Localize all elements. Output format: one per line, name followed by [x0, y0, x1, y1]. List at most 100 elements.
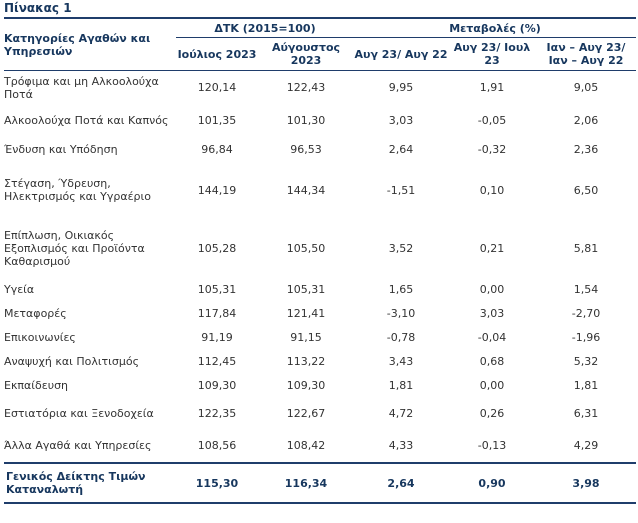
row-yoy-change: 3,03 — [388, 114, 414, 127]
row-label: Ένδυση και Υπόδηση — [4, 142, 118, 156]
total-row: Γενικός Δείκτης Τιμών Καταναλωτή 115,30 … — [4, 462, 636, 504]
row-yoy-change: 9,95 — [388, 81, 414, 94]
table-row: Τρόφιμα και μη Αλκοολούχα Ποτά 120,14 122,… — [4, 71, 636, 105]
row-ytd-change: 2,36 — [573, 142, 599, 156]
row-july-value: 112,45 — [197, 354, 237, 368]
row-label: Μεταφορές — [4, 306, 67, 320]
table-row: Εκπαίδευση 109,30 109,30 1,81 0,00 1,81 — [4, 373, 636, 397]
row-label: Στέγαση, Ύδρευση, Ηλεκτρισμός και Υγραέρ… — [4, 177, 151, 203]
row-mom-change: 0,10 — [479, 183, 505, 197]
table-row: Αλκοολούχα Ποτά και Καπνός 101,35 101,30 3,… — [4, 104, 636, 137]
row-yoy-change: -0,78 — [386, 330, 416, 344]
row-mom-change: 0,00 — [479, 282, 505, 296]
row-july-value: 122,35 — [197, 406, 237, 420]
row-ytd-change: 6,31 — [573, 406, 599, 420]
table-row: Άλλα Αγαθά και Υπηρεσίες 108,56 108,42 4,33… — [4, 429, 636, 463]
row-ytd-change: 1,81 — [573, 378, 599, 392]
row-ytd-change: 2,06 — [573, 114, 599, 127]
header-july-2023: Ιούλιος 2023 — [176, 37, 258, 71]
table-row: Αναψυχή και Πολιτισμός 112,45 113,22 3,43 0,… — [4, 349, 636, 373]
row-label: Αναψυχή και Πολιτισμός — [4, 354, 140, 368]
row-august-value: 122,67 — [286, 406, 326, 420]
row-yoy-change: -1,51 — [386, 183, 416, 197]
row-yoy-change: -3,10 — [386, 306, 416, 320]
row-yoy-change: 4,72 — [388, 406, 414, 420]
row-july-value: 108,56 — [197, 439, 237, 452]
row-july-value: 144,19 — [197, 183, 237, 197]
row-ytd-change: 1,54 — [573, 282, 599, 296]
row-yoy-change: 3,52 — [388, 241, 414, 255]
row-july-value: 105,28 — [197, 241, 237, 255]
row-label: Εστιατόρια και Ξενοδοχεία — [4, 406, 154, 420]
row-july-value: 105,31 — [197, 282, 237, 296]
row-august-value: 108,42 — [286, 439, 326, 452]
row-mom-change: -0,13 — [477, 439, 507, 452]
total-yoy: 2,64 — [354, 462, 448, 504]
row-ytd-change: 4,29 — [573, 439, 599, 452]
row-august-value: 144,34 — [286, 183, 326, 197]
row-august-value: 121,41 — [286, 306, 326, 320]
row-july-value: 91,19 — [201, 330, 233, 344]
row-august-value: 101,30 — [286, 114, 326, 127]
row-august-value: 105,50 — [286, 241, 326, 255]
row-july-value: 109,30 — [197, 378, 237, 392]
row-mom-change: 0,00 — [479, 378, 505, 392]
table-body: Τρόφιμα και μη Αλκοολούχα Ποτά 120,14 122,… — [4, 71, 636, 464]
row-july-value: 120,14 — [197, 81, 237, 94]
table-title: Πίνακας 1 — [4, 1, 72, 15]
header-group-index: ΔΤΚ (2015=100) — [176, 17, 354, 38]
row-yoy-change: 3,43 — [388, 354, 414, 368]
header-august-2023: Αύγουστος 2023 — [258, 37, 354, 71]
row-july-value: 101,35 — [197, 114, 237, 127]
row-mom-change: 0,26 — [479, 406, 505, 420]
row-yoy-change: 2,64 — [388, 142, 414, 156]
header-aug-yoy: Αυγ 23/ Αυγ 22 — [354, 37, 448, 71]
header-ytd: Ιαν – Αυγ 23/ Ιαν – Αυγ 22 — [536, 37, 636, 71]
row-mom-change: 1,91 — [479, 81, 505, 94]
table-row: Στέγαση, Ύδρευση, Ηλεκτρισμός και Υγραέρ… — [4, 161, 636, 219]
row-august-value: 91,15 — [290, 330, 322, 344]
row-ytd-change: -2,70 — [571, 306, 601, 320]
row-august-value: 122,43 — [286, 81, 326, 94]
row-mom-change: 3,03 — [479, 306, 505, 320]
table-row: Μεταφορές 117,84 121,41 -3,10 3,03 -2,70 — [4, 301, 636, 325]
row-yoy-change: 4,33 — [388, 439, 414, 452]
row-label: Επικοινωνίες — [4, 330, 76, 344]
header-row-groups: Κατηγορίες Αγαθών και Υπηρεσιών ΔΤΚ (201… — [4, 17, 636, 71]
row-label: Αλκοολούχα Ποτά και Καπνός — [4, 114, 169, 127]
row-ytd-change: 5,81 — [573, 241, 599, 255]
row-mom-change: 0,68 — [479, 354, 505, 368]
row-label: Υγεία — [4, 282, 35, 296]
row-label: Εκπαίδευση — [4, 378, 69, 392]
header-aug-mom: Αυγ 23/ Ιουλ 23 — [448, 37, 536, 71]
row-yoy-change: 1,65 — [388, 282, 414, 296]
cpi-table: Κατηγορίες Αγαθών και Υπηρεσιών ΔΤΚ (201… — [4, 17, 636, 504]
row-july-value: 117,84 — [197, 306, 237, 320]
row-label: Επίπλωση, Οικιακός Εξοπλισμός και Προϊόν… — [4, 228, 145, 268]
row-mom-change: -0,05 — [477, 114, 507, 127]
row-mom-change: 0,21 — [479, 241, 505, 255]
table-row: Επίπλωση, Οικιακός Εξοπλισμός και Προϊόν… — [4, 219, 636, 277]
row-ytd-change: 5,32 — [573, 354, 599, 368]
total-mom: 0,90 — [448, 462, 536, 504]
row-ytd-change: -1,96 — [571, 330, 601, 344]
total-ytd: 3,98 — [536, 462, 636, 504]
table-row: Επικοινωνίες 91,19 91,15 -0,78 -0,04 -1,96 — [4, 325, 636, 349]
row-ytd-change: 6,50 — [573, 183, 599, 197]
row-label: Τρόφιμα και μη Αλκοολούχα Ποτά — [4, 74, 159, 101]
row-ytd-change: 9,05 — [573, 81, 599, 94]
header-row-columns: Ιούλιος 2023 Αύγουστος 2023 Αυγ 23/ Αυγ … — [4, 37, 636, 71]
total-label: Γενικός Δείκτης Τιμών Καταναλωτή — [4, 462, 176, 504]
table-row: Υγεία 105,31 105,31 1,65 0,00 1,54 — [4, 277, 636, 301]
total-jul: 115,30 — [176, 462, 258, 504]
row-august-value: 109,30 — [286, 378, 326, 392]
row-august-value: 113,22 — [286, 354, 326, 368]
row-mom-change: -0,32 — [477, 142, 507, 156]
table-row: Εστιατόρια και Ξενοδοχεία 122,35 122,67 4,7… — [4, 397, 636, 429]
row-label: Άλλα Αγαθά και Υπηρεσίες — [4, 439, 152, 452]
header-group-change: Μεταβολές (%) — [354, 17, 636, 38]
row-july-value: 96,84 — [201, 142, 233, 156]
row-mom-change: -0,04 — [477, 330, 507, 344]
header-category: Κατηγορίες Αγαθών και Υπηρεσιών — [4, 17, 176, 71]
